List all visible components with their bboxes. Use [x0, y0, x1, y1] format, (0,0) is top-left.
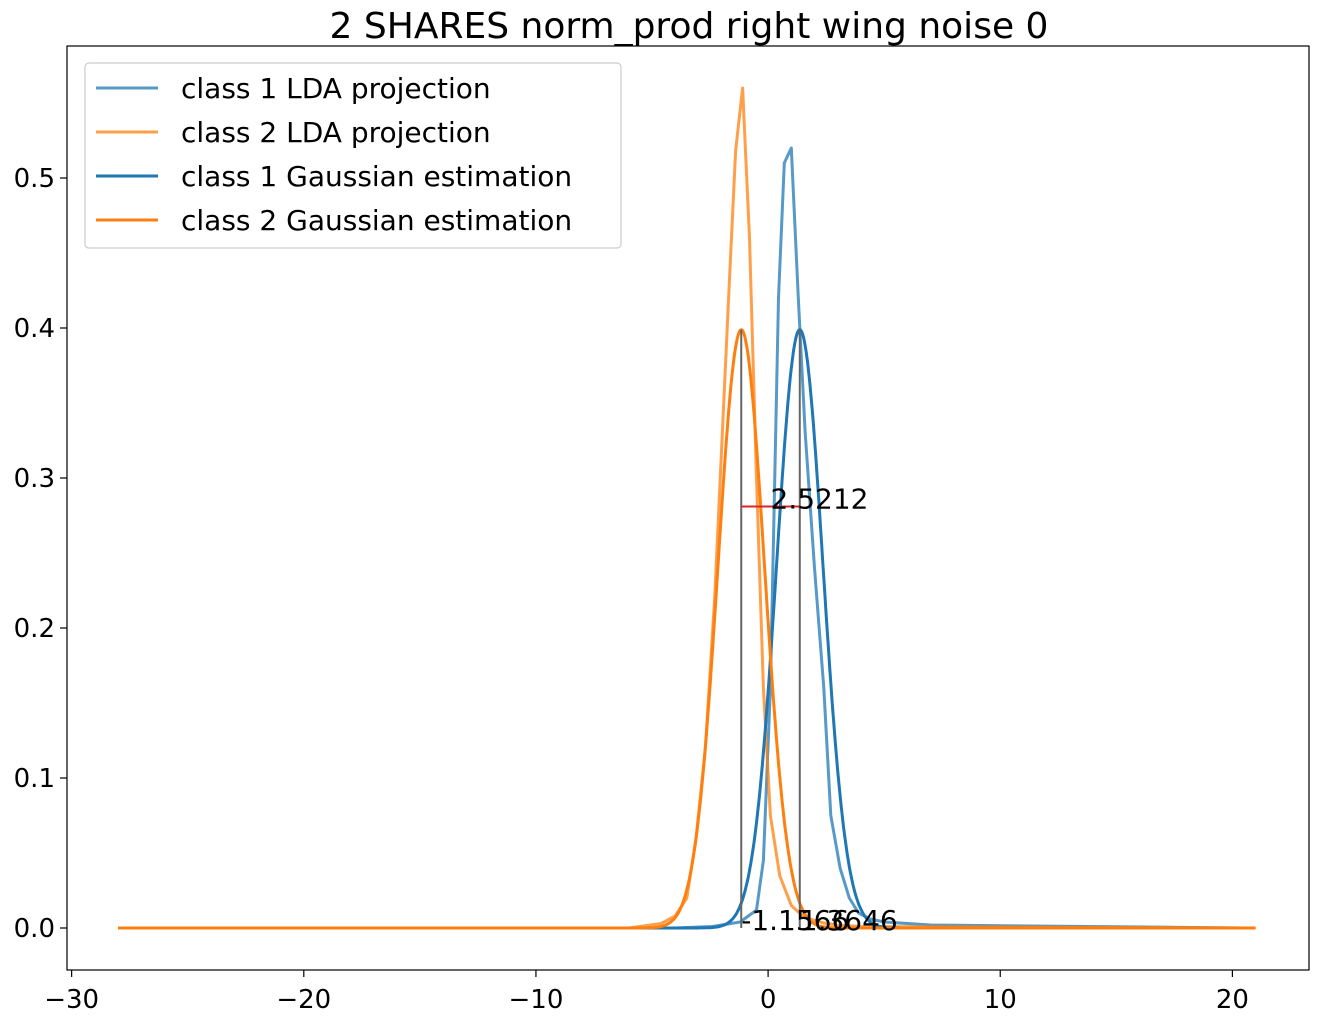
distance-label: 2.5212 — [771, 483, 869, 516]
legend-box — [84, 62, 622, 249]
x-tick-label: 0 — [760, 985, 777, 1015]
x-tick-label: 20 — [1216, 985, 1249, 1015]
legend-label: class 2 LDA projection — [181, 116, 491, 149]
x-tick-label: −20 — [276, 985, 331, 1015]
mean-label-class-1: 1.3646 — [800, 904, 898, 937]
legend-label: class 1 LDA projection — [181, 72, 491, 105]
chart-title: 2 SHARES norm_prod right wing noise 0 — [330, 6, 1049, 47]
x-tick-label: 10 — [984, 985, 1017, 1015]
x-axis: −30 −20 −10 0 10 20 — [44, 970, 1249, 1015]
y-tick-label: 0.2 — [14, 614, 55, 644]
y-tick-label: 0.3 — [14, 464, 55, 494]
series-line-4 — [117, 328, 1256, 930]
legend-label: class 2 Gaussian estimation — [181, 204, 572, 237]
plot-lines — [117, 86, 1256, 930]
plot-frame — [66, 45, 1310, 971]
legend: class 1 LDA projection class 2 LDA projec… — [84, 62, 622, 249]
y-axis: 0.0 0.1 0.2 0.3 0.4 0.5 — [14, 164, 67, 944]
x-tick-label: −10 — [509, 985, 564, 1015]
x-tick-label: −30 — [44, 985, 99, 1015]
y-tick-label: 0.0 — [14, 914, 55, 944]
mean-label-class-2: -1.1566 — [741, 904, 849, 937]
y-tick-label: 0.4 — [14, 314, 55, 344]
y-tick-label: 0.1 — [14, 764, 55, 794]
y-tick-label: 0.5 — [14, 164, 55, 194]
legend-label: class 1 Gaussian estimation — [181, 160, 572, 193]
